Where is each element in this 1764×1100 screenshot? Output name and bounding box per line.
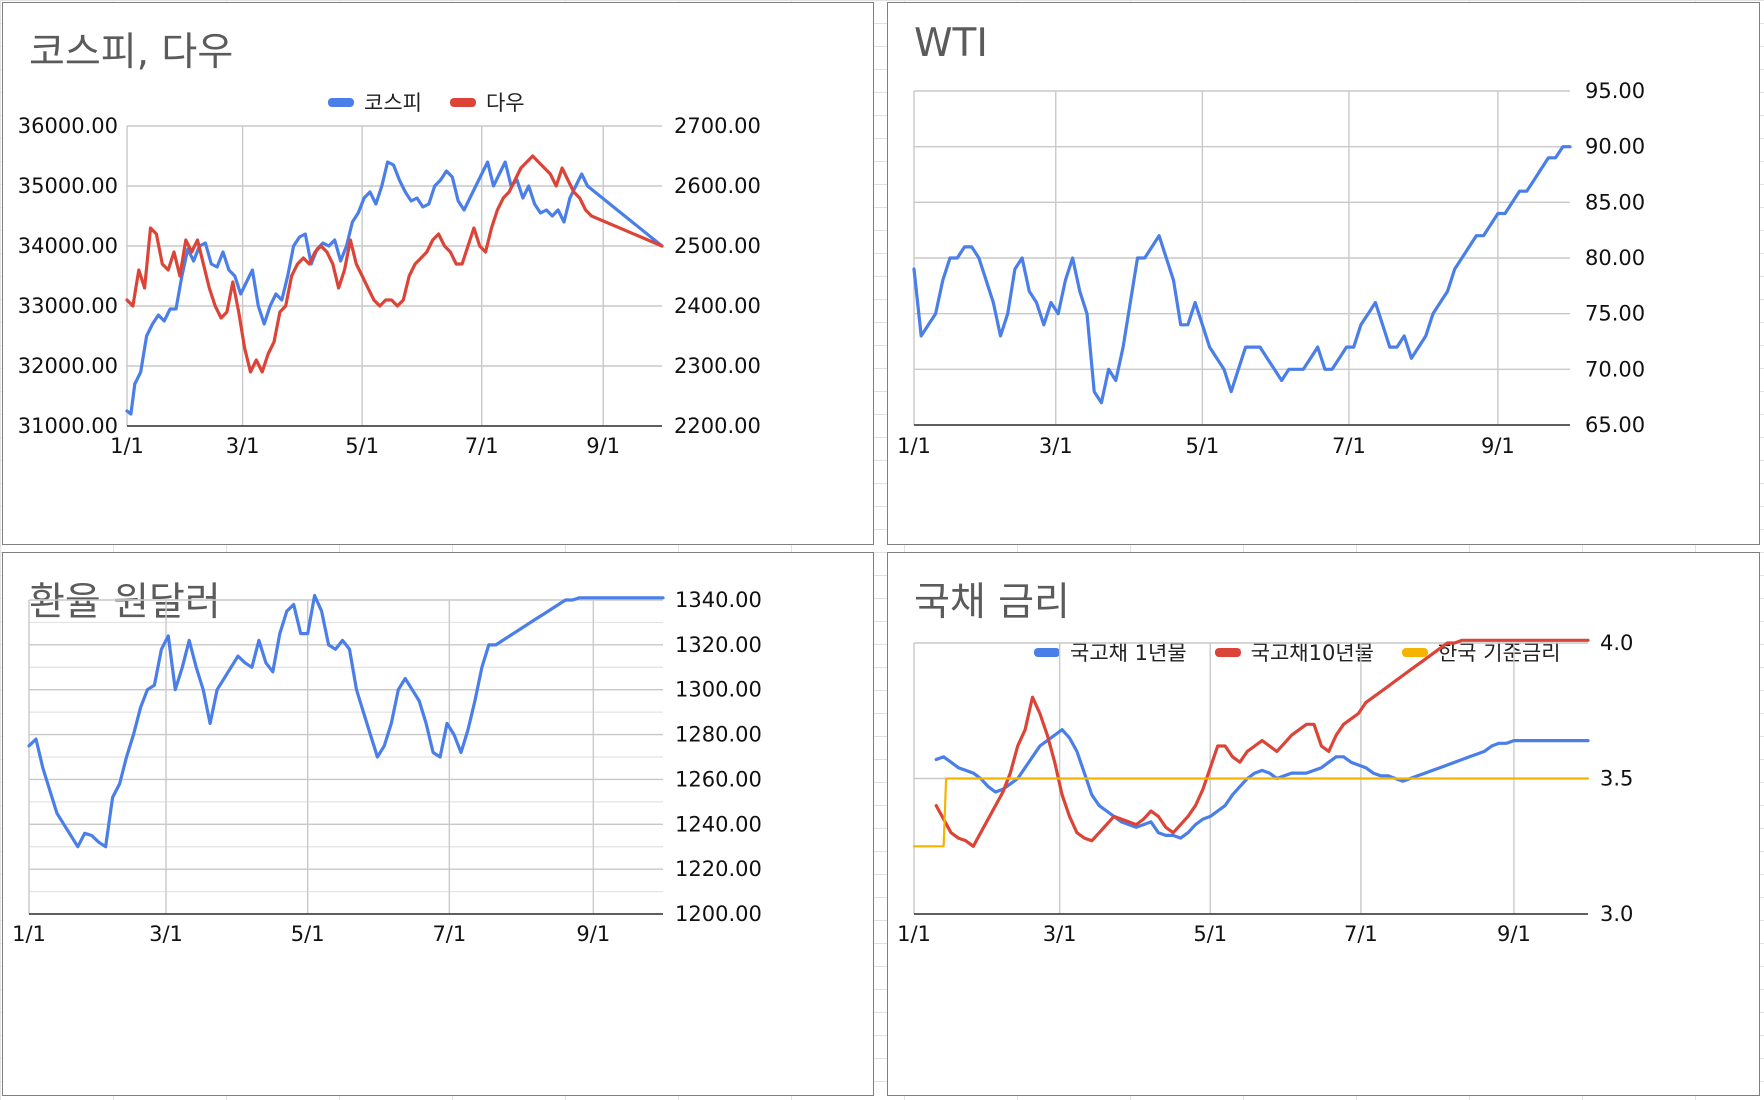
left-axis-tick-label: 32000.00 — [18, 354, 118, 378]
legend-item-base-rate: 한국 기준금리 — [1401, 637, 1561, 667]
x-tick-label: 9/1 — [1481, 434, 1515, 458]
right-axis-tick-label: 85.00 — [1585, 190, 1645, 214]
left-axis-tick-label: 36000.00 — [18, 114, 118, 138]
right-axis-tick-label: 1200.00 — [675, 902, 762, 926]
chart-plot: 1/1 3/1 5/1 7/1 9/1 31000.00 32000.00 33000.00 3… — [18, 114, 761, 458]
series-line-value — [912, 145, 1572, 405]
right-axis-tick-label: 95.00 — [1585, 79, 1645, 103]
x-tick-label: 7/1 — [1344, 922, 1378, 946]
x-tick-label: 3/1 — [226, 434, 260, 458]
chart-title: WTI — [914, 21, 988, 66]
x-tick-label: 5/1 — [1185, 434, 1219, 458]
right-axis-tick-label: 90.00 — [1585, 135, 1645, 159]
series-line-한국-기준금리 — [912, 777, 1590, 848]
x-tick-label: 3/1 — [149, 922, 183, 946]
x-tick-label: 9/1 — [586, 434, 620, 458]
legend-swatch — [1401, 647, 1428, 657]
x-tick-label: 1/1 — [897, 434, 931, 458]
chart-title: 국채 금리 — [914, 580, 1070, 625]
right-axis-tick-label: 4.0 — [1600, 631, 1633, 655]
chart-title: 코스피, 다우 — [29, 30, 234, 75]
legend-item-1y: 국고채 1년물 — [1034, 637, 1187, 667]
x-tick-label: 3/1 — [1039, 434, 1073, 458]
legend-label: 코스피 — [364, 91, 422, 115]
legend-swatch — [1034, 647, 1060, 657]
legend-swatch — [1214, 647, 1241, 657]
chart-plot: 1/1 3/1 5/1 7/1 9/1 1200.00 1220.00 1240.00 1260… — [12, 588, 762, 946]
right-axis-tick-label: 2700.00 — [674, 114, 761, 138]
left-axis-tick-label: 35000.00 — [18, 174, 118, 198]
x-tick-label: 9/1 — [1497, 922, 1531, 946]
chart-legend: 코스피 다우 — [328, 87, 525, 117]
right-axis-tick-label: 2400.00 — [674, 294, 761, 318]
series-line-국고채-1년물 — [934, 728, 1590, 840]
wti-chart-panel: WTI 1/1 3/1 5/1 7/1 9/1 65.00 70.00 75.00 80.00 8… — [887, 2, 1760, 545]
x-tick-label: 7/1 — [1332, 434, 1366, 458]
chart-legend: 국고채 1년물 국고채10년물 한국 기준금리 — [1034, 637, 1561, 667]
right-axis-tick-label: 2600.00 — [674, 174, 761, 198]
x-tick-label: 1/1 — [897, 922, 931, 946]
x-tick-label: 5/1 — [291, 922, 325, 946]
right-axis-tick-label: 2200.00 — [674, 414, 761, 438]
right-axis-tick-label: 80.00 — [1585, 246, 1645, 270]
right-axis-tick-label: 70.00 — [1585, 357, 1645, 381]
right-axis-tick-label: 3.0 — [1600, 902, 1633, 926]
legend-label: 국고채 1년물 — [1070, 641, 1187, 665]
right-axis-tick-label: 1280.00 — [675, 723, 762, 747]
chart-plot: 1/1 3/1 5/1 7/1 9/1 3.0 3.5 4.0 — [897, 631, 1633, 946]
x-tick-label: 3/1 — [1043, 922, 1077, 946]
series-line-다우 — [125, 154, 664, 374]
right-axis-tick-label: 1300.00 — [675, 678, 762, 702]
left-axis-tick-label: 33000.00 — [18, 294, 118, 318]
legend-item-dow: 다우 — [449, 87, 525, 117]
left-axis-tick-label: 34000.00 — [18, 234, 118, 258]
right-axis-tick-label: 1220.00 — [675, 857, 762, 881]
right-axis-tick-label: 2500.00 — [674, 234, 761, 258]
legend-label: 다우 — [485, 91, 525, 115]
right-axis-tick-label: 1240.00 — [675, 812, 762, 836]
legend-swatch — [449, 97, 476, 107]
right-axis-tick-label: 1340.00 — [675, 588, 762, 612]
legend-item-kospi: 코스피 — [328, 87, 422, 117]
x-tick-label: 5/1 — [1193, 922, 1227, 946]
right-axis-tick-label: 1260.00 — [675, 767, 762, 791]
right-axis-tick-label: 2300.00 — [674, 354, 761, 378]
usd-krw-chart-panel: 환율 원달러 1/1 3/1 5/1 7/1 9/1 1200.00 1220.00 1240… — [2, 552, 874, 1096]
legend-label: 한국 기준금리 — [1437, 641, 1561, 665]
bond-yield-chart-panel: 국채 금리 국고채 1년물 국고채10년물 한국 기준금리 1/1 3/1 5/1 7… — [887, 552, 1760, 1096]
chart-plot: 1/1 3/1 5/1 7/1 9/1 65.00 70.00 75.00 80.00 85.00… — [897, 79, 1645, 458]
x-tick-label: 9/1 — [576, 922, 610, 946]
kospi-dow-chart-panel: 코스피, 다우 코스피 다우 1/1 3/1 5/1 7/1 9/1 31000.00 32… — [2, 2, 874, 545]
left-axis-tick-label: 31000.00 — [18, 414, 118, 438]
x-tick-label: 1/1 — [12, 922, 46, 946]
x-tick-label: 7/1 — [465, 434, 499, 458]
x-tick-label: 1/1 — [110, 434, 144, 458]
right-axis-tick-label: 3.5 — [1600, 767, 1633, 791]
series-line-value — [27, 593, 665, 849]
right-axis-tick-label: 65.00 — [1585, 413, 1645, 437]
chart-title: 환율 원달러 — [29, 580, 221, 625]
right-axis-tick-label: 75.00 — [1585, 302, 1645, 326]
right-axis-tick-label: 1320.00 — [675, 633, 762, 657]
legend-item-10y: 국고채10년물 — [1214, 637, 1374, 667]
series-line-국고채10년물 — [934, 638, 1590, 848]
legend-label: 국고채10년물 — [1250, 641, 1374, 665]
x-tick-label: 5/1 — [345, 434, 379, 458]
x-tick-label: 7/1 — [432, 922, 466, 946]
legend-swatch — [328, 97, 354, 107]
